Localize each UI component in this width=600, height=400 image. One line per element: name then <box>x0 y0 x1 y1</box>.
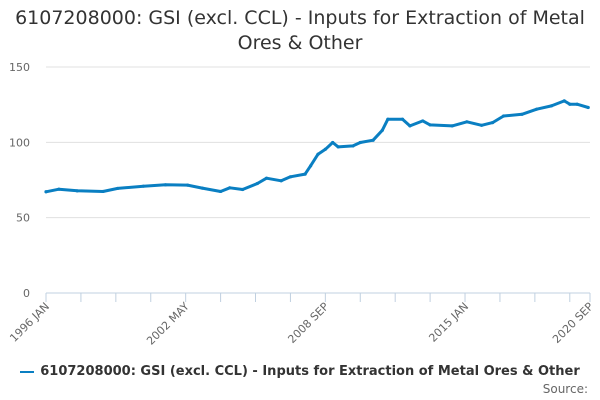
data-point <box>200 186 204 190</box>
data-point <box>279 179 283 183</box>
data-point <box>323 147 327 151</box>
data-point <box>408 124 412 128</box>
x-tick-label: 2015 JAN <box>426 300 471 345</box>
data-point <box>371 138 375 142</box>
data-point <box>465 120 469 124</box>
y-tick-label: 150 <box>9 61 30 74</box>
data-point <box>57 187 61 191</box>
series-line <box>44 99 590 194</box>
data-point <box>575 102 579 106</box>
data-point <box>502 114 506 118</box>
data-point <box>75 189 79 193</box>
data-point <box>562 99 566 103</box>
data-point <box>241 187 245 192</box>
legend-item[interactable]: 6107208000: GSI (excl. CCL) - Inputs for… <box>0 364 600 379</box>
data-point <box>450 124 454 128</box>
data-point <box>479 123 484 127</box>
data-point <box>351 144 355 148</box>
data-point <box>331 140 335 145</box>
data-point <box>535 107 539 111</box>
data-point <box>490 120 495 125</box>
x-tick-label: 2020 SEP <box>550 300 596 346</box>
data-point <box>116 186 120 191</box>
data-point <box>44 190 48 194</box>
x-tick-label: 2002 MAY <box>144 300 192 348</box>
data-point <box>386 117 390 121</box>
chart-title: 6107208000: GSI (excl. CCL) - Inputs for… <box>15 7 585 54</box>
data-point <box>358 140 362 145</box>
data-point <box>218 189 223 194</box>
data-point <box>568 102 572 106</box>
data-point <box>141 184 146 188</box>
data-point <box>101 189 105 194</box>
data-point <box>520 112 524 116</box>
data-point <box>380 128 384 132</box>
data-point <box>163 183 168 187</box>
y-tick-label: 100 <box>9 136 30 149</box>
data-point <box>303 172 307 176</box>
data-point <box>586 105 590 110</box>
y-tick-label: 50 <box>16 212 30 225</box>
data-point <box>400 117 405 121</box>
data-point <box>288 175 293 179</box>
data-point <box>549 104 554 108</box>
x-tick-label: 2008 SEP <box>285 300 331 346</box>
data-point <box>316 152 320 156</box>
source-label: Source: <box>542 382 588 396</box>
legend-label: 6107208000: GSI (excl. CCL) - Inputs for… <box>40 364 580 379</box>
data-point <box>185 183 190 187</box>
data-point <box>255 181 259 186</box>
data-point <box>336 145 340 149</box>
data-point <box>428 123 432 127</box>
data-point <box>264 176 269 180</box>
data-point <box>309 164 313 168</box>
data-point <box>228 186 232 190</box>
legend-swatch <box>20 370 35 373</box>
data-point <box>421 119 425 123</box>
x-tick-label: 1996 JAN <box>7 300 52 345</box>
y-tick-label: 0 <box>23 287 30 300</box>
